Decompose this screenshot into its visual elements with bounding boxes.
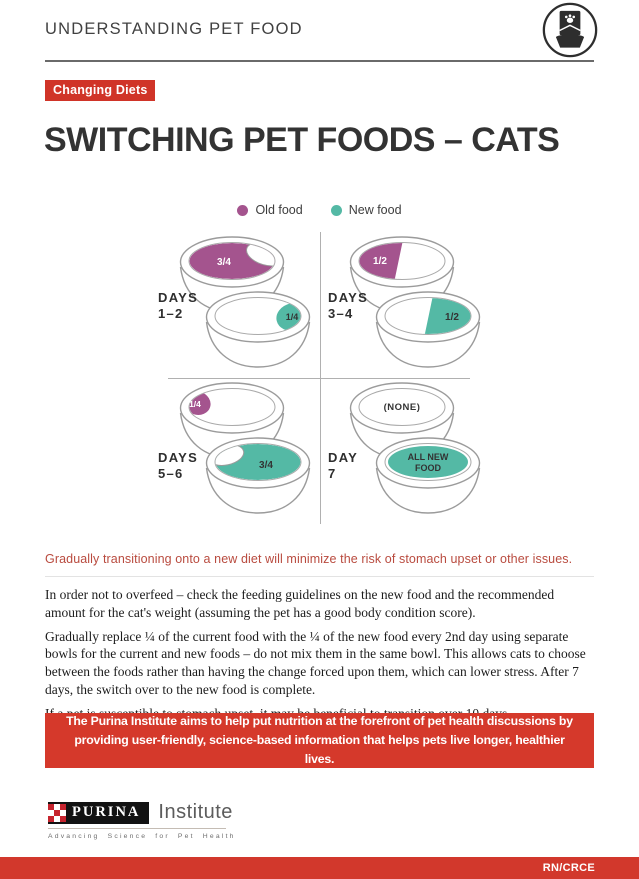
purina-logo-box: PURINA <box>48 801 150 824</box>
pet-food-bag-bowl-icon <box>542 2 598 63</box>
quadrant-label: DAY 7 <box>328 450 358 481</box>
portion-label: 1/4 <box>189 399 201 409</box>
bowl-new-half: 1/2 <box>375 291 481 368</box>
mission-banner: The Purina Institute aims to help put nu… <box>45 713 594 768</box>
portion-label-line2: FOOD <box>415 463 441 473</box>
quadrant-label: DAYS 3–4 <box>328 290 368 321</box>
day-word: DAYS <box>158 450 199 465</box>
legend-item-old-food: Old food <box>237 203 303 217</box>
purina-wordmark: PURINA <box>72 804 141 820</box>
bowl-new-quarter: 1/4 <box>205 291 311 368</box>
body-paragraph: Gradually replace ¼ of the current food … <box>45 628 586 698</box>
quadrant-days-5-6: DAYS 5–6 1/4 <box>150 378 320 524</box>
bowl-old-quarter: 1/4 <box>179 382 285 459</box>
portion-label: 1/2 <box>373 256 387 267</box>
transition-diagram: DAYS 1–2 3/4 <box>150 232 490 524</box>
bowl-shape <box>556 34 584 48</box>
food-fill-new <box>215 444 301 480</box>
body-text: In order not to overfeed – check the fee… <box>45 586 594 729</box>
quadrant-day-7: DAY 7 (NONE) ALL NEW FOOD <box>320 378 490 524</box>
quadrant-days-3-4: DAYS 3–4 1/2 1/2 <box>320 232 490 378</box>
diagram-horizontal-divider <box>168 377 470 379</box>
document-header-title: UNDERSTANDING PET FOOD <box>45 20 303 38</box>
logo-tagline: Advancing Science for Pet Health <box>48 833 236 840</box>
bowl-new-full: ALL NEW FOOD <box>375 437 481 514</box>
legend: Old food New food <box>0 203 639 217</box>
header-divider <box>45 60 594 62</box>
legend-item-new-food: New food <box>330 203 402 217</box>
food-bag-shape <box>559 10 581 36</box>
old-food-dot-icon <box>237 204 249 216</box>
day-range: 7 <box>328 465 337 481</box>
bowl-inner <box>358 388 446 426</box>
page-title: SWITCHING PET FOODS – CATS <box>44 121 560 159</box>
new-food-dot-icon <box>330 204 342 216</box>
portion-label: (NONE) <box>384 402 421 413</box>
purina-institute-logo: PURINA Institute Advancing Science for P… <box>48 801 236 840</box>
day-range: 1–2 <box>158 305 184 321</box>
paw-print <box>564 14 576 23</box>
food-fill-new <box>418 298 471 334</box>
bag-chevron <box>559 24 581 32</box>
day-word: DAYS <box>158 290 199 305</box>
section-badge: Changing Diets <box>45 80 156 101</box>
portion-label: 1/4 <box>286 312 299 322</box>
day-range: 3–4 <box>328 305 354 321</box>
day-word: DAYS <box>328 290 369 305</box>
food-fill-old <box>189 243 275 279</box>
food-fill-new <box>388 446 468 478</box>
portion-label-line1: ALL NEW <box>408 452 449 462</box>
body-paragraph: In order not to overfeed – check the fee… <box>45 587 555 620</box>
institute-wordmark: Institute <box>158 801 233 823</box>
portion-label: 3/4 <box>259 460 273 471</box>
section-divider <box>45 576 594 577</box>
bowl-old-three-quarters: 3/4 <box>179 236 285 313</box>
food-fill-old <box>359 243 409 279</box>
legend-label-old: Old food <box>255 203 303 217</box>
bowl-new-three-quarters: 3/4 <box>205 437 311 514</box>
quadrant-days-1-2: DAYS 1–2 3/4 <box>150 232 320 378</box>
footer-bar: RN/CRCE <box>0 857 639 879</box>
logo-divider <box>48 828 226 829</box>
day-range: 5–6 <box>158 465 184 481</box>
footer-code: RN/CRCE <box>542 862 595 874</box>
legend-label-new: New food <box>348 203 402 217</box>
quadrant-label: DAYS 5–6 <box>158 450 198 481</box>
day-word: DAY <box>328 450 359 465</box>
portion-label: 1/2 <box>445 312 459 323</box>
highlight-sentence: Gradually transitioning onto a new diet … <box>45 552 573 566</box>
portion-label: 3/4 <box>217 257 231 268</box>
checkerboard-icon <box>48 803 66 822</box>
quadrant-label: DAYS 1–2 <box>158 290 198 321</box>
